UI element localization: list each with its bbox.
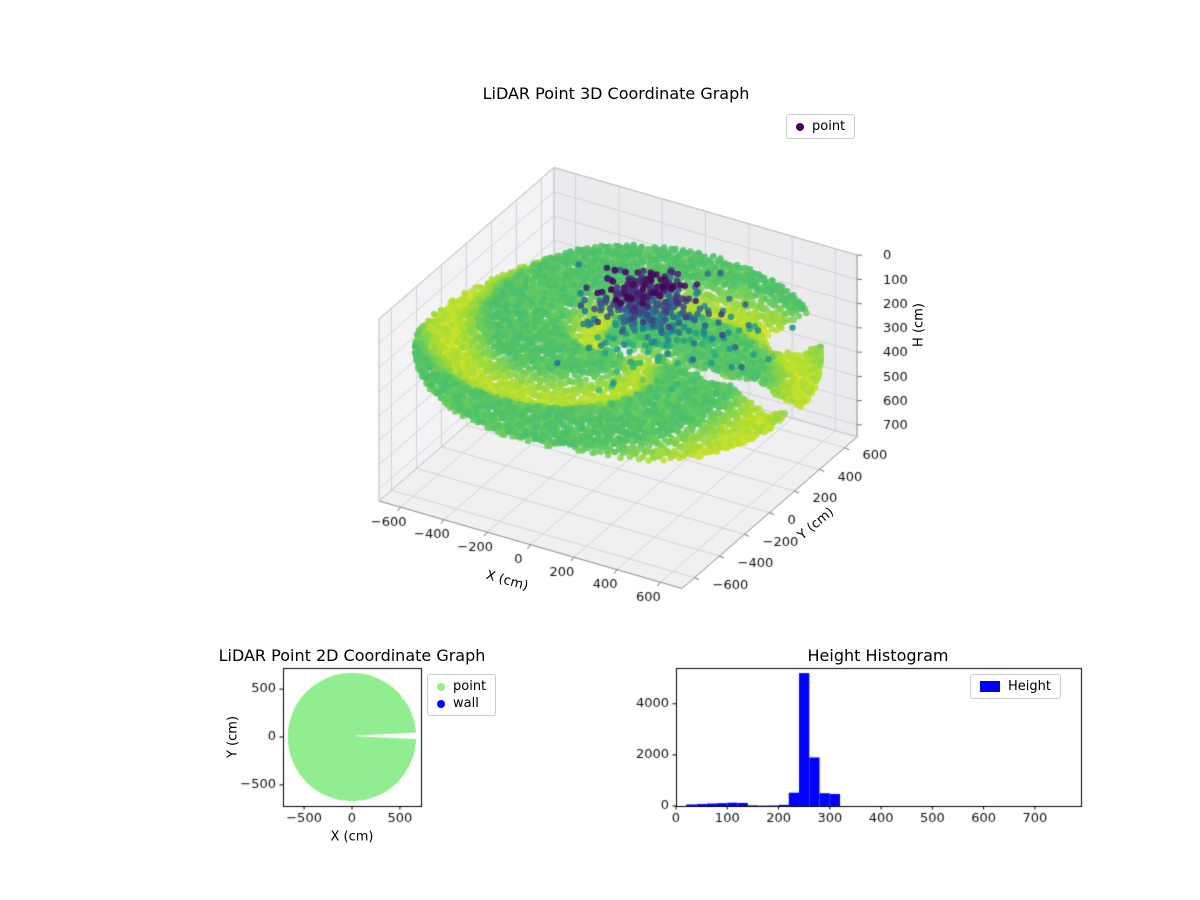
legend-label: Height bbox=[1008, 679, 1051, 694]
2d-xaxis-label: X (cm) bbox=[330, 829, 374, 845]
3d-zaxis-label: H (cm) bbox=[911, 303, 927, 347]
legend-label: point bbox=[812, 119, 846, 134]
2d-plot-title: LiDAR Point 2D Coordinate Graph bbox=[218, 646, 486, 665]
2d-legend: point wall bbox=[427, 674, 497, 716]
histogram-title: Height Histogram bbox=[807, 646, 949, 665]
legend-item-point: point bbox=[437, 679, 486, 694]
histogram-legend: Height bbox=[970, 674, 1061, 699]
wall-marker-icon bbox=[437, 699, 445, 708]
legend-label: point bbox=[453, 679, 487, 694]
legend-item-point: point bbox=[796, 119, 845, 134]
legend-label: wall bbox=[453, 696, 479, 711]
height-marker-icon bbox=[980, 681, 1000, 692]
point-marker-icon bbox=[796, 122, 804, 131]
legend-item-height: Height bbox=[980, 679, 1051, 694]
point-marker-icon bbox=[437, 682, 445, 691]
3d-plot-title: LiDAR Point 3D Coordinate Graph bbox=[482, 84, 750, 103]
legend-item-wall: wall bbox=[437, 696, 486, 711]
2d-yaxis-label: Y (cm) bbox=[225, 715, 241, 759]
3d-legend: point bbox=[786, 114, 856, 139]
